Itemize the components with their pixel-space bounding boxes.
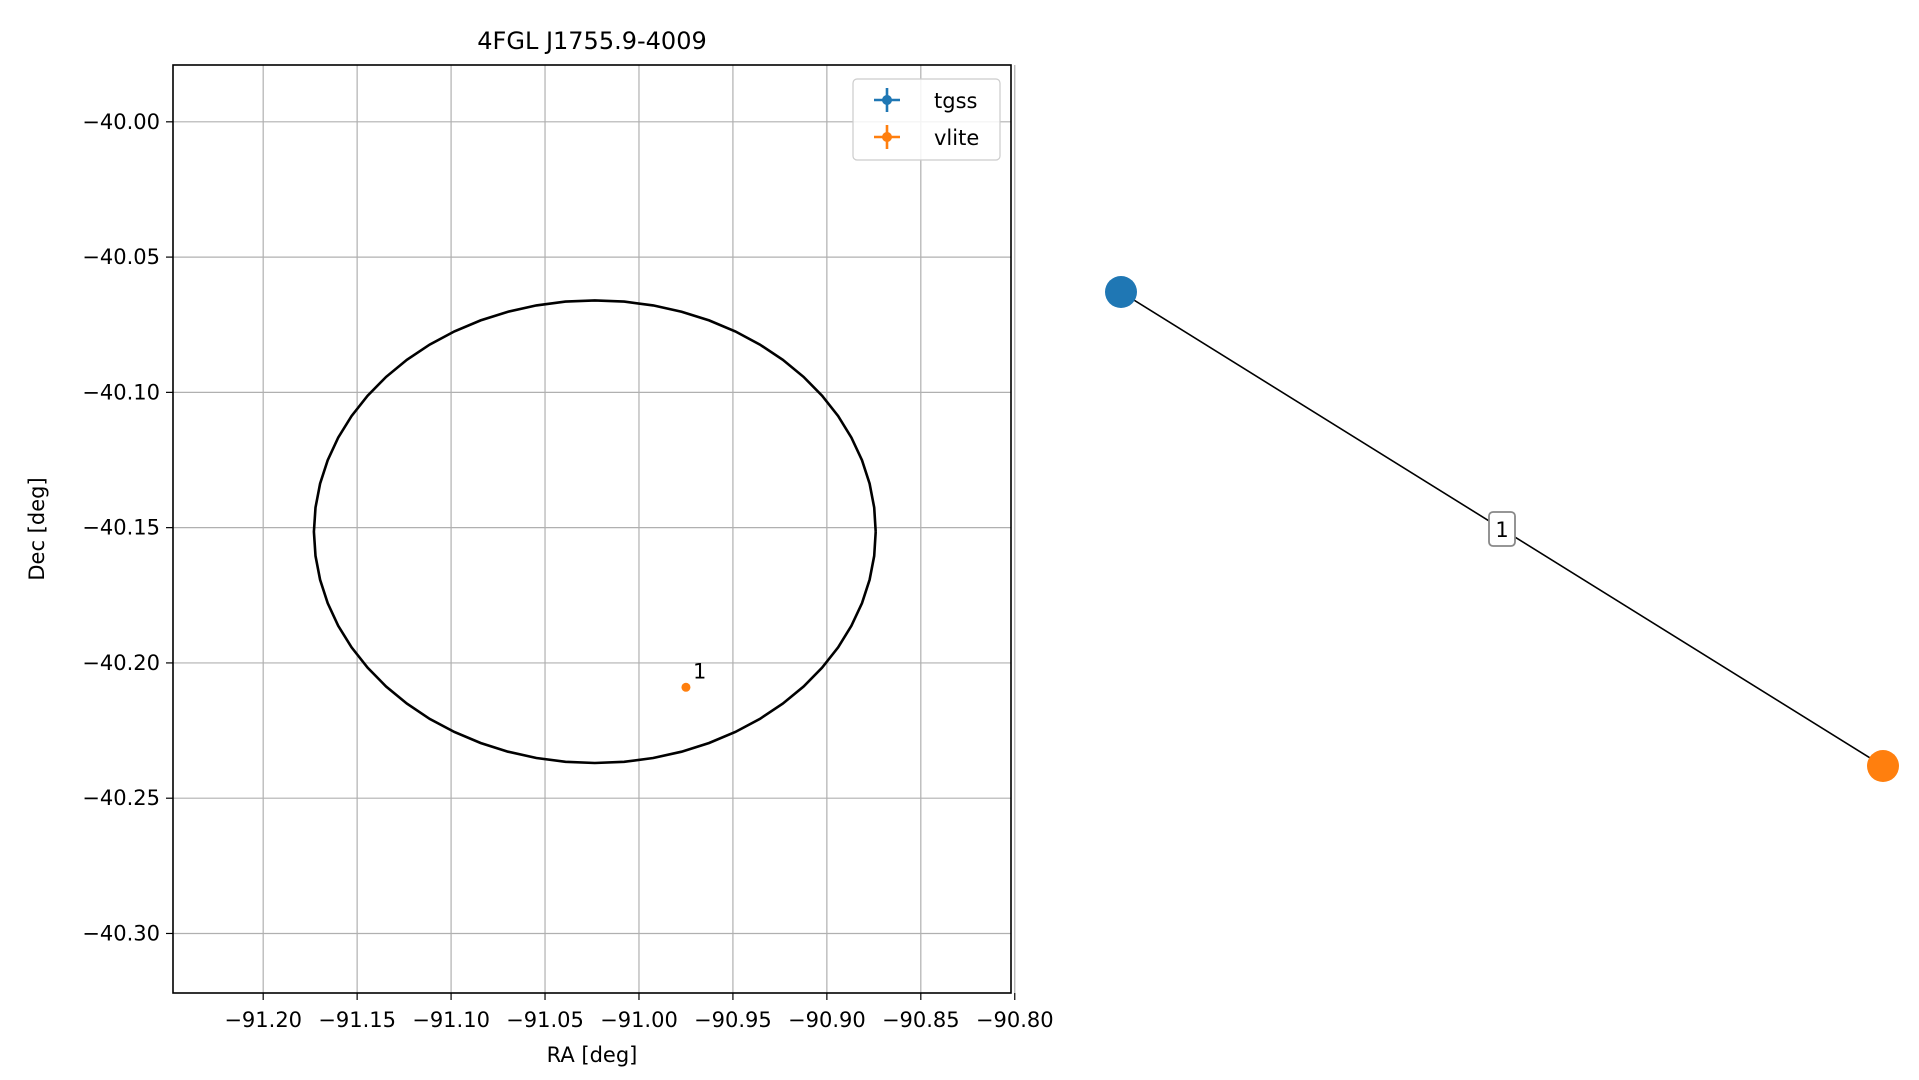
x-tick-label: −91.10	[412, 1008, 490, 1032]
legend-marker-tgss	[882, 95, 892, 105]
legend-label-vlite: vlite	[934, 126, 979, 150]
legend: tgss vlite	[852, 78, 1001, 161]
y-tick-label: −40.05	[82, 245, 160, 269]
y-tick-label: −40.30	[82, 921, 160, 945]
x-tick-label: −91.15	[318, 1008, 396, 1032]
network-node-tgss	[1105, 276, 1137, 308]
chart-title: 4FGL J1755.9-4009	[477, 27, 706, 55]
network-node-vlite	[1867, 750, 1899, 782]
scatter-chart: 1 −91.20 −91.15 −91.10 −91.05 −91.00 −90.95 −9…	[25, 27, 1054, 1067]
x-tick-label: −91.20	[224, 1008, 302, 1032]
x-tick-label: −90.95	[694, 1008, 772, 1032]
x-tick-label: −91.00	[600, 1008, 678, 1032]
data-points: 1	[681, 659, 706, 692]
grid	[173, 65, 1016, 993]
uncertainty-ellipse	[312, 299, 877, 765]
legend-label-tgss: tgss	[934, 89, 977, 113]
y-tick-label: −40.15	[82, 516, 160, 540]
uncertainty-ellipse-layer	[312, 299, 877, 765]
plot-frame	[172, 64, 1012, 994]
x-tick-label: −91.05	[506, 1008, 584, 1032]
data-point-vlite	[681, 682, 691, 692]
y-axis-label: Dec [deg]	[25, 477, 49, 580]
x-axis-ticks: −91.20 −91.15 −91.10 −91.05 −91.00 −90.95 −90.…	[224, 993, 1054, 1032]
point-label: 1	[693, 659, 706, 683]
y-tick-label: −40.25	[82, 786, 160, 810]
edge-label-box	[1488, 511, 1516, 547]
network-graph: 1	[1105, 276, 1899, 782]
x-tick-label: −90.80	[976, 1008, 1054, 1032]
y-tick-label: −40.10	[82, 380, 160, 404]
x-tick-label: −90.90	[788, 1008, 866, 1032]
x-axis-label: RA [deg]	[547, 1043, 638, 1067]
y-tick-label: −40.00	[82, 110, 160, 134]
legend-marker-vlite	[882, 132, 892, 142]
x-tick-label: −90.85	[882, 1008, 960, 1032]
y-tick-label: −40.20	[82, 651, 160, 675]
edge-label: 1	[1495, 518, 1508, 542]
y-axis-ticks: −40.00 −40.05 −40.10 −40.15 −40.20 −40.25 −40.…	[82, 110, 173, 945]
